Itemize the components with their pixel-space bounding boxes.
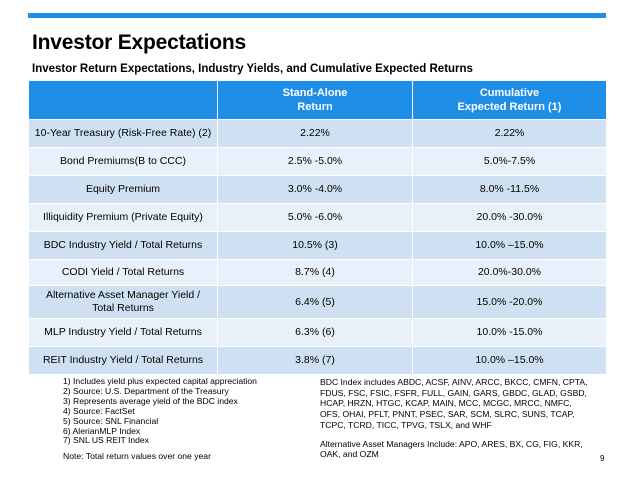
table-row: CODI Yield / Total Returns 8.7% (4) 20.0…	[28, 259, 607, 286]
footnote-item: 6) AlerianMLP Index	[63, 425, 141, 436]
footnote-item: 4) Source: FactSet	[63, 405, 135, 416]
table-row: Illiquidity Premium (Private Equity) 5.0…	[28, 203, 607, 232]
row-label: MLP Industry Yield / Total Returns	[28, 318, 218, 347]
table-row: 10-Year Treasury (Risk-Free Rate) (2) 2.…	[28, 119, 607, 148]
row-standalone: 6.3% (6)	[217, 318, 413, 347]
row-cumulative: 8.0% -11.5%	[412, 175, 607, 204]
row-standalone: 10.5% (3)	[217, 231, 413, 260]
row-label: BDC Industry Yield / Total Returns	[28, 231, 218, 260]
table-header-row: Stand-Alone Return Cumulative Expected R…	[28, 80, 607, 120]
row-standalone: 8.7% (4)	[217, 259, 413, 286]
footnote-item: 7) SNL US REIT Index	[63, 435, 149, 446]
row-label: Alternative Asset Manager Yield / Total …	[28, 285, 218, 319]
header-label	[28, 80, 218, 120]
header-cumulative: Cumulative Expected Return (1)	[412, 80, 607, 120]
footnotes: 1) Includes yield plus expected capital …	[63, 376, 257, 462]
alt-managers-note: Alternative Asset Managers Include: APO,…	[320, 438, 583, 460]
row-cumulative: 10.0% –15.0%	[412, 231, 607, 260]
row-label: Illiquidity Premium (Private Equity)	[28, 203, 218, 232]
footnote-item: 5) Source: SNL Financial	[63, 415, 159, 426]
row-standalone: 5.0% -6.0%	[217, 203, 413, 232]
row-cumulative: 10.0% –15.0%	[412, 346, 607, 375]
top-accent-bar	[28, 13, 606, 18]
page-title: Investor Expectations	[32, 31, 247, 54]
row-label: Bond Premiums(B to CCC)	[28, 147, 218, 176]
returns-table: Stand-Alone Return Cumulative Expected R…	[28, 80, 607, 375]
table-row: Equity Premium 3.0% -4.0% 8.0% -11.5%	[28, 175, 607, 204]
row-cumulative: 10.0% -15.0%	[412, 318, 607, 347]
footnote-item: 1) Includes yield plus expected capital …	[63, 376, 257, 386]
page-subtitle: Investor Return Expectations, Industry Y…	[32, 63, 473, 75]
row-label: Equity Premium	[28, 175, 218, 204]
row-cumulative: 5.0%-7.5%	[412, 147, 607, 176]
row-standalone: 2.22%	[217, 119, 413, 148]
index-notes: BDC Index includes ABDC, ACSF, AINV, ARC…	[320, 377, 588, 460]
row-standalone: 3.0% -4.0%	[217, 175, 413, 204]
row-standalone: 3.8% (7)	[217, 346, 413, 375]
row-standalone: 2.5% -5.0%	[217, 147, 413, 176]
row-label: REIT Industry Yield / Total Returns	[28, 346, 218, 375]
header-standalone: Stand-Alone Return	[217, 80, 413, 120]
total-return-note: Note: Total return values over one year	[63, 451, 211, 462]
table-row: REIT Industry Yield / Total Returns 3.8%…	[28, 346, 607, 375]
row-cumulative: 20.0% -30.0%	[412, 203, 607, 232]
page-number: 9	[600, 454, 605, 463]
table-row: BDC Industry Yield / Total Returns 10.5%…	[28, 231, 607, 260]
table-row: Bond Premiums(B to CCC) 2.5% -5.0% 5.0%-…	[28, 147, 607, 176]
footnote-item: 2) Source: U.S. Department of the Treasu…	[63, 385, 229, 396]
row-cumulative: 15.0% -20.0%	[412, 285, 607, 319]
bdc-index-note: BDC Index includes ABDC, ACSF, AINV, ARC…	[320, 377, 588, 430]
row-standalone: 6.4% (5)	[217, 285, 413, 319]
row-label: CODI Yield / Total Returns	[28, 259, 218, 286]
table-row: MLP Industry Yield / Total Returns 6.3% …	[28, 318, 607, 347]
row-cumulative: 2.22%	[412, 119, 607, 148]
row-cumulative: 20.0%-30.0%	[412, 259, 607, 286]
table-row: Alternative Asset Manager Yield / Total …	[28, 285, 607, 319]
footnote-item: 3) Represents average yield of the BDC i…	[63, 395, 238, 406]
row-label: 10-Year Treasury (Risk-Free Rate) (2)	[28, 119, 218, 148]
